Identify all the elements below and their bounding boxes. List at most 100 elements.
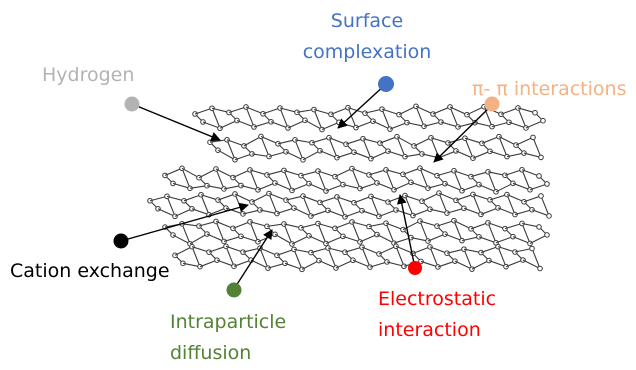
lattice-bond	[215, 220, 234, 229]
lattice-bond	[200, 194, 219, 201]
lattice-bond	[249, 169, 259, 191]
lattice-bond	[385, 222, 404, 231]
lattice-bond	[233, 259, 252, 267]
lattice-bond	[419, 220, 438, 227]
lattice-bond	[251, 193, 270, 203]
lattice-bond	[362, 138, 381, 144]
intraparticle-dot	[226, 282, 242, 298]
lattice-bond	[506, 152, 525, 158]
lattice-bond	[395, 245, 414, 254]
carbon-lattice	[147, 103, 552, 273]
electrostatic-interaction-label: Electrostatic interaction	[378, 284, 496, 346]
lattice-bond	[521, 169, 540, 177]
lattice-bond	[385, 222, 395, 244]
surface-complexation-label: Surface complexation	[292, 6, 442, 68]
lattice-bond	[351, 168, 361, 189]
lattice-bond	[402, 167, 421, 175]
lattice-bond	[327, 247, 337, 269]
lattice-bond	[321, 121, 340, 131]
lattice-bond	[412, 246, 431, 254]
lattice-bond	[369, 261, 388, 268]
lattice-bond	[532, 137, 542, 158]
lattice-bond	[149, 195, 168, 202]
lattice-bond	[328, 137, 338, 158]
lattice-bond	[277, 139, 296, 145]
electrostatic-label-line1: Electrostatic	[378, 288, 497, 310]
lattice-bond	[463, 207, 482, 215]
pointer-arrows	[120, 83, 493, 290]
lattice-bond	[393, 181, 412, 191]
lattice-atom	[544, 232, 550, 238]
lattice-bond	[466, 106, 485, 116]
lattice-bond	[174, 208, 193, 217]
lattice-bond	[274, 233, 293, 245]
lattice-bond	[202, 121, 221, 129]
hydrogen-label: Hydrogen	[42, 64, 135, 86]
lattice-bond	[412, 208, 431, 217]
lattice-bond	[336, 151, 355, 159]
lattice-bond	[267, 262, 286, 269]
lattice-bond	[432, 106, 451, 115]
lattice-bond	[359, 182, 378, 190]
lattice-bond	[472, 150, 491, 159]
lattice-bond	[438, 192, 448, 214]
lattice-bond	[463, 248, 482, 254]
lattice-atom	[469, 266, 475, 272]
lattice-bond	[198, 168, 217, 179]
lattice-bond	[410, 181, 429, 189]
lattice-bond	[517, 107, 527, 129]
surface-label-line1: Surface	[330, 10, 404, 32]
lattice-bond	[243, 136, 262, 147]
lattice-bond	[164, 167, 183, 176]
lattice-bond	[249, 169, 268, 176]
lattice-bond	[259, 247, 278, 256]
lattice-atom	[546, 213, 552, 219]
lattice-bond	[327, 209, 346, 218]
lattice-bond	[284, 262, 303, 270]
lattice-bond	[427, 233, 446, 242]
lattice-bond	[279, 107, 298, 113]
lattice-bond	[311, 137, 330, 144]
lattice-atom	[200, 119, 206, 125]
lattice-bond	[260, 135, 279, 145]
lattice-bond	[296, 108, 315, 113]
lattice-bond	[342, 235, 361, 243]
lattice-bond	[347, 107, 357, 128]
lattice-bond	[491, 121, 510, 128]
lattice-bond	[522, 259, 541, 269]
lattice-bond	[260, 136, 270, 157]
lattice-bond	[330, 107, 349, 115]
lattice-bond	[478, 184, 497, 193]
lattice-bond	[362, 138, 372, 159]
lattice-bond	[251, 153, 270, 158]
lattice-atom	[536, 224, 542, 230]
lattice-bond	[381, 108, 391, 130]
lattice-bond	[217, 149, 236, 161]
lattice-bond	[206, 233, 225, 242]
surface-label-line2: complexation	[302, 41, 432, 63]
lattice-bond	[181, 167, 200, 179]
lattice-bond	[283, 223, 293, 245]
lattice-bond	[301, 260, 320, 270]
lattice-bond	[376, 182, 395, 191]
lattice-bond	[294, 139, 304, 161]
lattice-atom	[537, 265, 543, 272]
lattice-bond	[344, 210, 363, 218]
lattice-bond	[410, 237, 429, 242]
lattice-bond	[415, 105, 434, 115]
lattice-bond	[266, 223, 285, 227]
lattice-bond	[387, 150, 406, 158]
lattice-bond	[189, 233, 208, 245]
lattice-bond	[285, 151, 304, 161]
lattice-bond	[166, 195, 185, 202]
lattice-bond	[495, 236, 514, 244]
lattice-bond	[225, 246, 235, 267]
hydrogen-arrow	[131, 103, 221, 142]
lattice-bond	[488, 260, 507, 268]
lattice-bond	[217, 193, 236, 201]
lattice-bond	[395, 209, 414, 217]
lattice-bond	[364, 108, 383, 114]
lattice-bond	[317, 170, 336, 178]
lattice-bond	[378, 245, 397, 255]
